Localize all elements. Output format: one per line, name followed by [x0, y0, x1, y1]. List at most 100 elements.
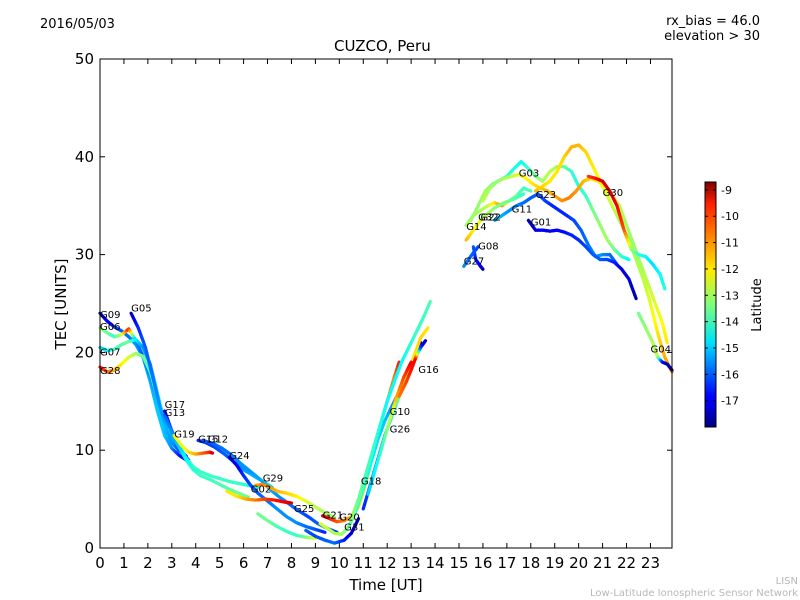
x-tick-label: 10 [330, 554, 349, 572]
series-G29 [253, 482, 337, 520]
satellite-label: G24 [229, 451, 249, 462]
rx-bias-label: rx_bias = 46.0 [666, 14, 760, 29]
satellite-label: G03 [519, 168, 539, 179]
series-G01 [526, 218, 638, 301]
x-tick-label: 23 [641, 554, 660, 572]
y-tick-label: 10 [75, 441, 94, 459]
x-tick-label: 3 [167, 554, 177, 572]
series-segment [662, 284, 667, 291]
y-axis-label: TEC [UNITS] [52, 259, 70, 351]
elevation-label: elevation > 30 [664, 29, 760, 44]
x-tick-label: 1 [119, 554, 129, 572]
series-segment [633, 293, 638, 301]
series-G24 [227, 455, 327, 534]
satellite-label: G15 [198, 434, 218, 445]
satellite-label: G19 [174, 430, 194, 441]
series-G14 [464, 192, 526, 242]
satellite-label: G30 [603, 188, 623, 199]
x-tick-label: 7 [263, 554, 273, 572]
colorbar-tick-label: -10 [721, 210, 739, 223]
satellite-label: G08 [478, 242, 498, 253]
plot-frame [99, 58, 673, 549]
satellite-label: G06 [100, 322, 120, 333]
series-segment [520, 192, 526, 197]
series-G31 [304, 517, 361, 545]
series-G25 [256, 512, 317, 540]
series-G30 [586, 174, 667, 291]
x-tick-label: 6 [239, 554, 249, 572]
colorbar-ticks: -9 -10 -11 -12 -13 -14 -15 -16 -17 [705, 184, 739, 408]
satellite-label: G32 [478, 212, 498, 223]
series-segment [408, 360, 413, 367]
satellite-label: G09 [100, 310, 120, 321]
y-axis-ticks: 0 10 20 30 40 50 [75, 50, 672, 557]
x-tick-label: 14 [426, 554, 445, 572]
y-tick-label: 30 [75, 246, 94, 264]
series-G10 [366, 360, 413, 496]
colorbar-tick-label: -16 [721, 368, 739, 381]
date-label: 2016/05/03 [40, 17, 115, 32]
chart-title: CUZCO, Peru [334, 37, 431, 55]
series-G04 [636, 311, 674, 372]
series-segment [423, 339, 428, 344]
satellite-label: G05 [131, 303, 151, 314]
series-G18 [349, 299, 432, 521]
series-segment [664, 337, 669, 345]
series-segment [475, 245, 480, 250]
x-axis-label: Time [UT] [348, 576, 422, 594]
x-tick-label: 19 [545, 554, 564, 572]
x-tick-label: 16 [473, 554, 492, 572]
series-segment [331, 515, 337, 520]
series-segment [245, 494, 250, 499]
satellite-label: G20 [339, 513, 359, 524]
colorbar-tick-label: -14 [721, 316, 739, 329]
footer-org-name: Low-Latitude Ionospheric Sensor Network [590, 588, 798, 599]
x-tick-label: 11 [354, 554, 373, 572]
satellite-label: G26 [390, 425, 410, 436]
series-G16 [397, 339, 428, 399]
x-tick-label: 9 [311, 554, 321, 572]
series-layer [98, 143, 674, 545]
satellite-label: G21 [323, 511, 343, 522]
series-G19 [172, 433, 215, 456]
x-tick-label: 2 [143, 554, 153, 572]
x-tick-label: 13 [402, 554, 421, 572]
satellite-label: G10 [390, 407, 410, 418]
series-segment [417, 341, 423, 348]
satellite-label: G18 [361, 476, 381, 487]
series-G22 [481, 172, 669, 345]
colorbar-tick-label: -11 [721, 237, 739, 250]
satellite-label: G31 [344, 522, 364, 533]
satellite-label: G13 [165, 408, 185, 419]
satellite-label: G12 [208, 434, 228, 445]
x-tick-label: 0 [95, 554, 105, 572]
colorbar-tick-label: -15 [721, 342, 739, 355]
satellite-label: G14 [466, 222, 486, 233]
x-tick-label: 17 [497, 554, 516, 572]
colorbar-label: Latitude [750, 278, 765, 332]
series-segment [425, 326, 430, 332]
colorbar-tick-label: -17 [721, 395, 739, 408]
satellite-label: G17 [165, 400, 185, 411]
x-tick-label: 15 [449, 554, 468, 572]
x-tick-label: 5 [215, 554, 225, 572]
x-tick-label: 18 [521, 554, 540, 572]
x-axis-ticks: 0 1 2 3 4 5 6 7 8 9 10 11 12 13 14 15 16 17 18 19 20 21 22 23 [95, 59, 660, 572]
x-tick-label: 4 [191, 554, 201, 572]
x-tick-label: 22 [617, 554, 636, 572]
y-tick-label: 0 [84, 539, 94, 557]
satellite-label: G01 [531, 217, 551, 228]
series-G27 [462, 245, 480, 268]
series-segment [427, 299, 432, 306]
satellite-label: G23 [536, 190, 556, 201]
satellite-label: G28 [100, 366, 120, 377]
footer-org-short: LISN [775, 576, 798, 587]
satellite-label: G02 [251, 484, 271, 495]
y-tick-label: 20 [75, 343, 94, 361]
colorbar-tick-label: -13 [721, 289, 739, 302]
colorbar-tick-label: -12 [721, 263, 739, 276]
satellite-label: G07 [100, 347, 120, 358]
satellite-label: G22 [481, 212, 501, 223]
